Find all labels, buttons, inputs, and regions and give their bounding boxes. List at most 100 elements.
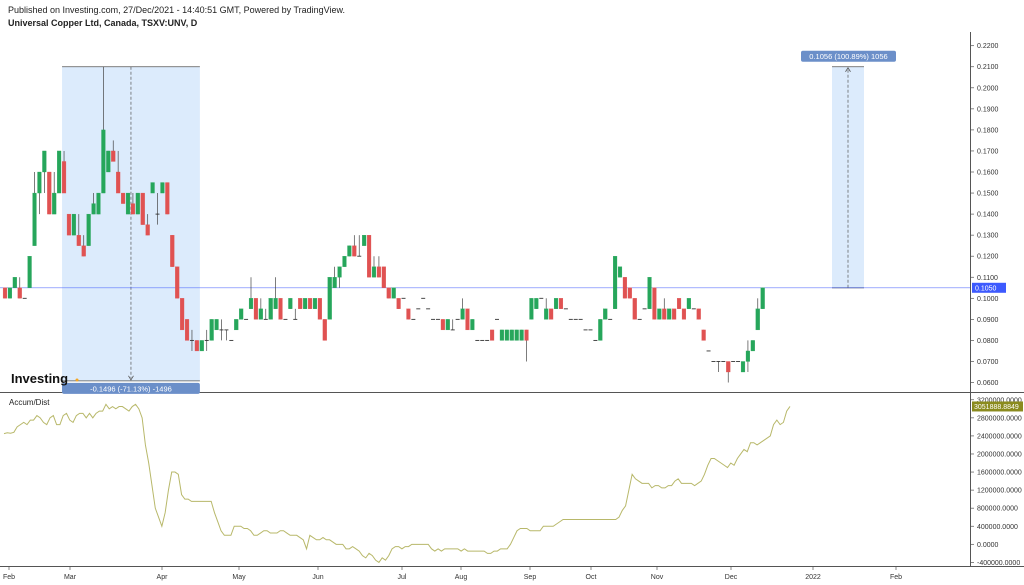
candle-body [194,340,199,352]
time-tick-label: Aug [455,574,468,581]
candle-body [681,308,687,320]
candle [52,172,57,215]
candle-body [504,329,509,341]
candle-body [406,308,411,320]
candle [37,171,42,215]
candle-body [381,266,386,288]
ad-tick-label: 800000.0000 [977,506,1018,513]
time-tick-label: Oct [586,574,597,581]
candle [716,361,721,372]
candle [627,287,632,299]
candle [327,277,332,320]
candle [258,298,263,320]
candle [278,298,283,320]
price-tick-label: 0.2200 [977,43,999,50]
candle-body [37,171,42,194]
candle-body [121,192,126,204]
candle-body [529,298,534,320]
candle-body [519,329,524,341]
candle-body [312,298,318,309]
candle [86,213,91,246]
candle [165,182,170,215]
candle-body [160,182,165,194]
candle [701,329,706,341]
candle-body [17,287,22,299]
candle [465,308,470,331]
candle [194,340,199,352]
candle-body [101,129,106,194]
candle [337,266,342,288]
candle-body [86,213,91,246]
candle-body [76,235,81,246]
candle [347,245,352,257]
time-tick-label: Sep [524,574,537,581]
candle-body [7,287,12,299]
candle-body [42,150,47,173]
candle [57,150,62,194]
measure-up-label: 0.1056 (100.89%) 1056 [809,52,887,61]
candle-body [307,298,313,309]
price-tick-label: 0.2000 [977,85,999,92]
candle [519,329,524,341]
candle [676,298,682,309]
candle [209,319,214,341]
candle [499,329,504,341]
candle [125,192,131,215]
price-tick-label: 0.1100 [977,275,998,282]
candle-body [106,150,111,173]
candle-body [47,171,52,215]
candle [322,319,327,341]
candle [760,287,765,309]
candle-body [214,319,219,331]
candle [116,150,121,194]
candle [71,213,76,236]
candle [42,150,47,194]
candle [558,298,564,309]
candle [617,266,623,278]
candle [140,192,145,225]
candle [504,329,509,341]
price-tick-label: 0.1300 [977,233,999,240]
candle [155,193,160,225]
candle [657,308,662,320]
ad-tick-label: 1600000.0000 [977,470,1022,477]
candle-body [652,287,657,320]
candle-body [71,213,76,236]
ad-tick-label: 3200000.0000 [977,397,1022,404]
candle-body [303,298,308,309]
candle [391,287,396,299]
candle-body [460,308,465,320]
candle [696,308,701,320]
candle [96,192,101,215]
candle [189,329,194,351]
candle-body [32,192,37,246]
candle [170,235,175,267]
candle-body [130,203,135,215]
candle [253,298,258,320]
candle [524,329,529,362]
candle [47,171,52,215]
candle [27,256,32,288]
candle-body [57,150,62,194]
candle [17,277,22,299]
candle-body [317,298,322,320]
measure-down-label: -0.1496 (-71.13%) -1496 [90,384,172,393]
candle-body [549,308,554,320]
measure-layer[interactable]: -0.1496 (-71.13%) -1496 0.1056 (100.89%) … [0,50,970,394]
candle-body [61,161,67,194]
candle-body [750,340,755,352]
candle [509,329,514,341]
candle [2,287,8,299]
candle [66,213,72,236]
ad-tick-label: 2400000.0000 [977,433,1022,440]
candle-body [553,298,559,309]
accum-dist-line [3,403,791,564]
candle [726,361,731,383]
candle [150,182,155,194]
candle [534,298,539,309]
candle [352,235,357,257]
investing-logo: Investing [11,371,68,386]
indicator-title: Accum/Dist [9,398,50,407]
candle-body [273,298,278,309]
